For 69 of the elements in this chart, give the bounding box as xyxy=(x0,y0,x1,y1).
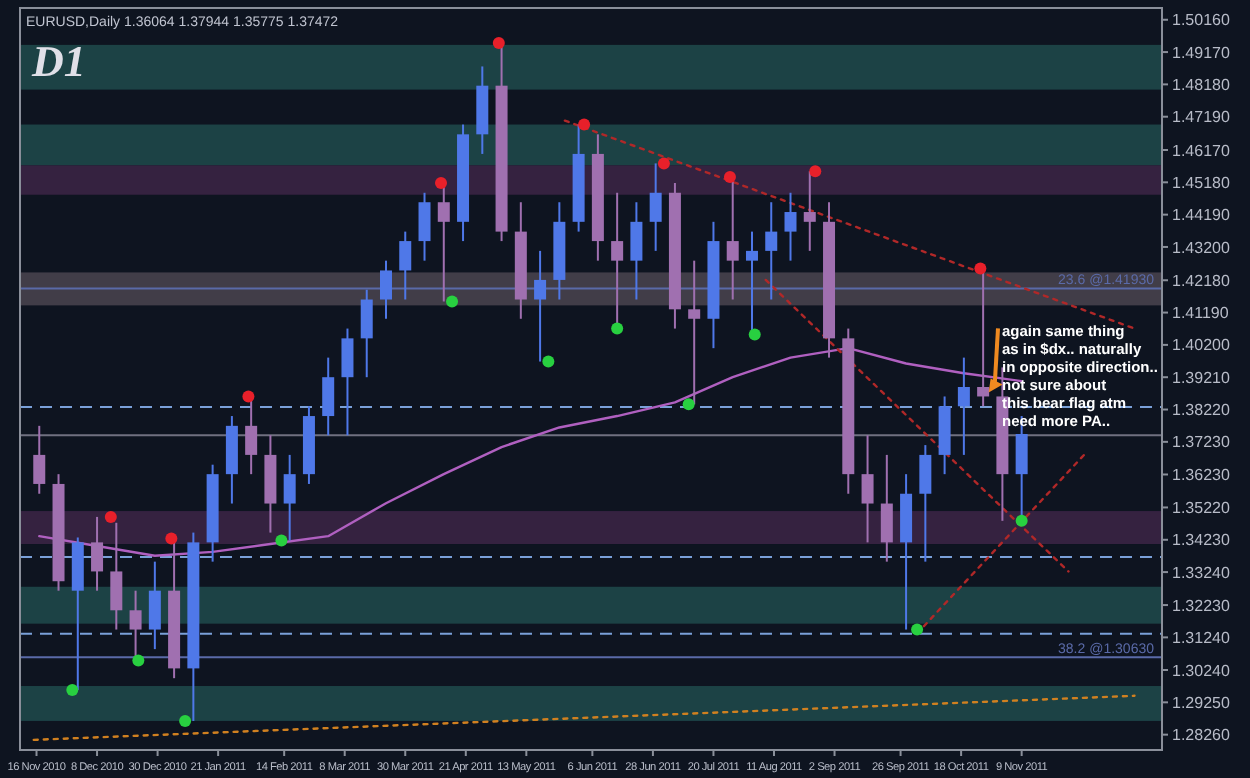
candlestick xyxy=(283,453,296,542)
point xyxy=(611,322,624,335)
point xyxy=(165,532,178,545)
point xyxy=(723,171,736,184)
y-tick-label: 1.34230 xyxy=(1172,531,1231,550)
y-tick-label: 1.28260 xyxy=(1172,726,1231,745)
point xyxy=(242,390,255,403)
point xyxy=(578,118,591,131)
y-tick-label: 1.36230 xyxy=(1172,466,1231,485)
y-tick-label: 1.50160 xyxy=(1172,11,1231,30)
point xyxy=(66,683,79,696)
candlestick xyxy=(534,249,547,363)
y-tick-label: 1.42180 xyxy=(1172,271,1231,290)
candlestick xyxy=(688,259,701,406)
y-tick-label: 1.40200 xyxy=(1172,336,1231,355)
y-tick-label: 1.31240 xyxy=(1172,628,1231,647)
point xyxy=(275,534,288,547)
y-tick-label: 1.39210 xyxy=(1172,368,1231,387)
point xyxy=(1015,514,1028,527)
point xyxy=(132,654,145,667)
y-tick-label: 1.41190 xyxy=(1172,304,1230,323)
y-tick-label: 1.29250 xyxy=(1172,693,1231,712)
candlestick xyxy=(919,444,932,563)
candlestick xyxy=(765,201,778,301)
candlestick xyxy=(418,191,431,262)
y-tick-label: 1.44190 xyxy=(1172,206,1231,225)
candlestick xyxy=(861,434,874,544)
y-tick-label: 1.30240 xyxy=(1172,661,1231,680)
point xyxy=(435,176,448,189)
y-tick-label: 1.48180 xyxy=(1172,75,1231,94)
candlestick xyxy=(977,267,990,408)
point xyxy=(179,714,192,727)
y-tick-label: 1.38220 xyxy=(1172,401,1231,420)
point xyxy=(809,165,822,178)
y-tick-label: 1.47190 xyxy=(1172,108,1231,127)
y-tick-label: 1.49170 xyxy=(1172,43,1231,62)
candlestick xyxy=(110,521,123,631)
point xyxy=(492,36,505,49)
candlestick xyxy=(379,259,392,320)
point xyxy=(974,262,987,275)
text: D1 xyxy=(30,36,86,86)
candlestick xyxy=(322,356,335,437)
point xyxy=(446,295,459,308)
point xyxy=(104,510,117,523)
point xyxy=(911,623,924,636)
candlestick xyxy=(341,327,354,437)
point xyxy=(748,328,761,341)
point xyxy=(657,157,670,170)
point xyxy=(682,398,695,411)
candlestick xyxy=(148,560,161,651)
y-tick-label: 1.43200 xyxy=(1172,238,1231,257)
candlestick xyxy=(957,356,970,456)
candlestick xyxy=(399,230,412,301)
candlestick xyxy=(649,162,662,252)
y-tick-label: 1.46170 xyxy=(1172,141,1231,160)
y-tick-label: 1.37230 xyxy=(1172,433,1231,452)
candlestick xyxy=(630,201,643,301)
y-tick-label: 1.35220 xyxy=(1172,499,1231,518)
candlestick xyxy=(360,288,373,379)
point xyxy=(542,355,555,368)
y-tick-label: 1.33240 xyxy=(1172,563,1231,582)
y-tick-label: 1.45180 xyxy=(1172,173,1231,192)
candlestick xyxy=(784,191,797,262)
candlestick xyxy=(880,453,893,563)
candlestick xyxy=(33,424,46,495)
candlestick xyxy=(91,515,104,592)
y-tick-label: 1.32230 xyxy=(1172,596,1231,615)
candlestick xyxy=(803,170,816,252)
candlestick xyxy=(245,395,258,476)
